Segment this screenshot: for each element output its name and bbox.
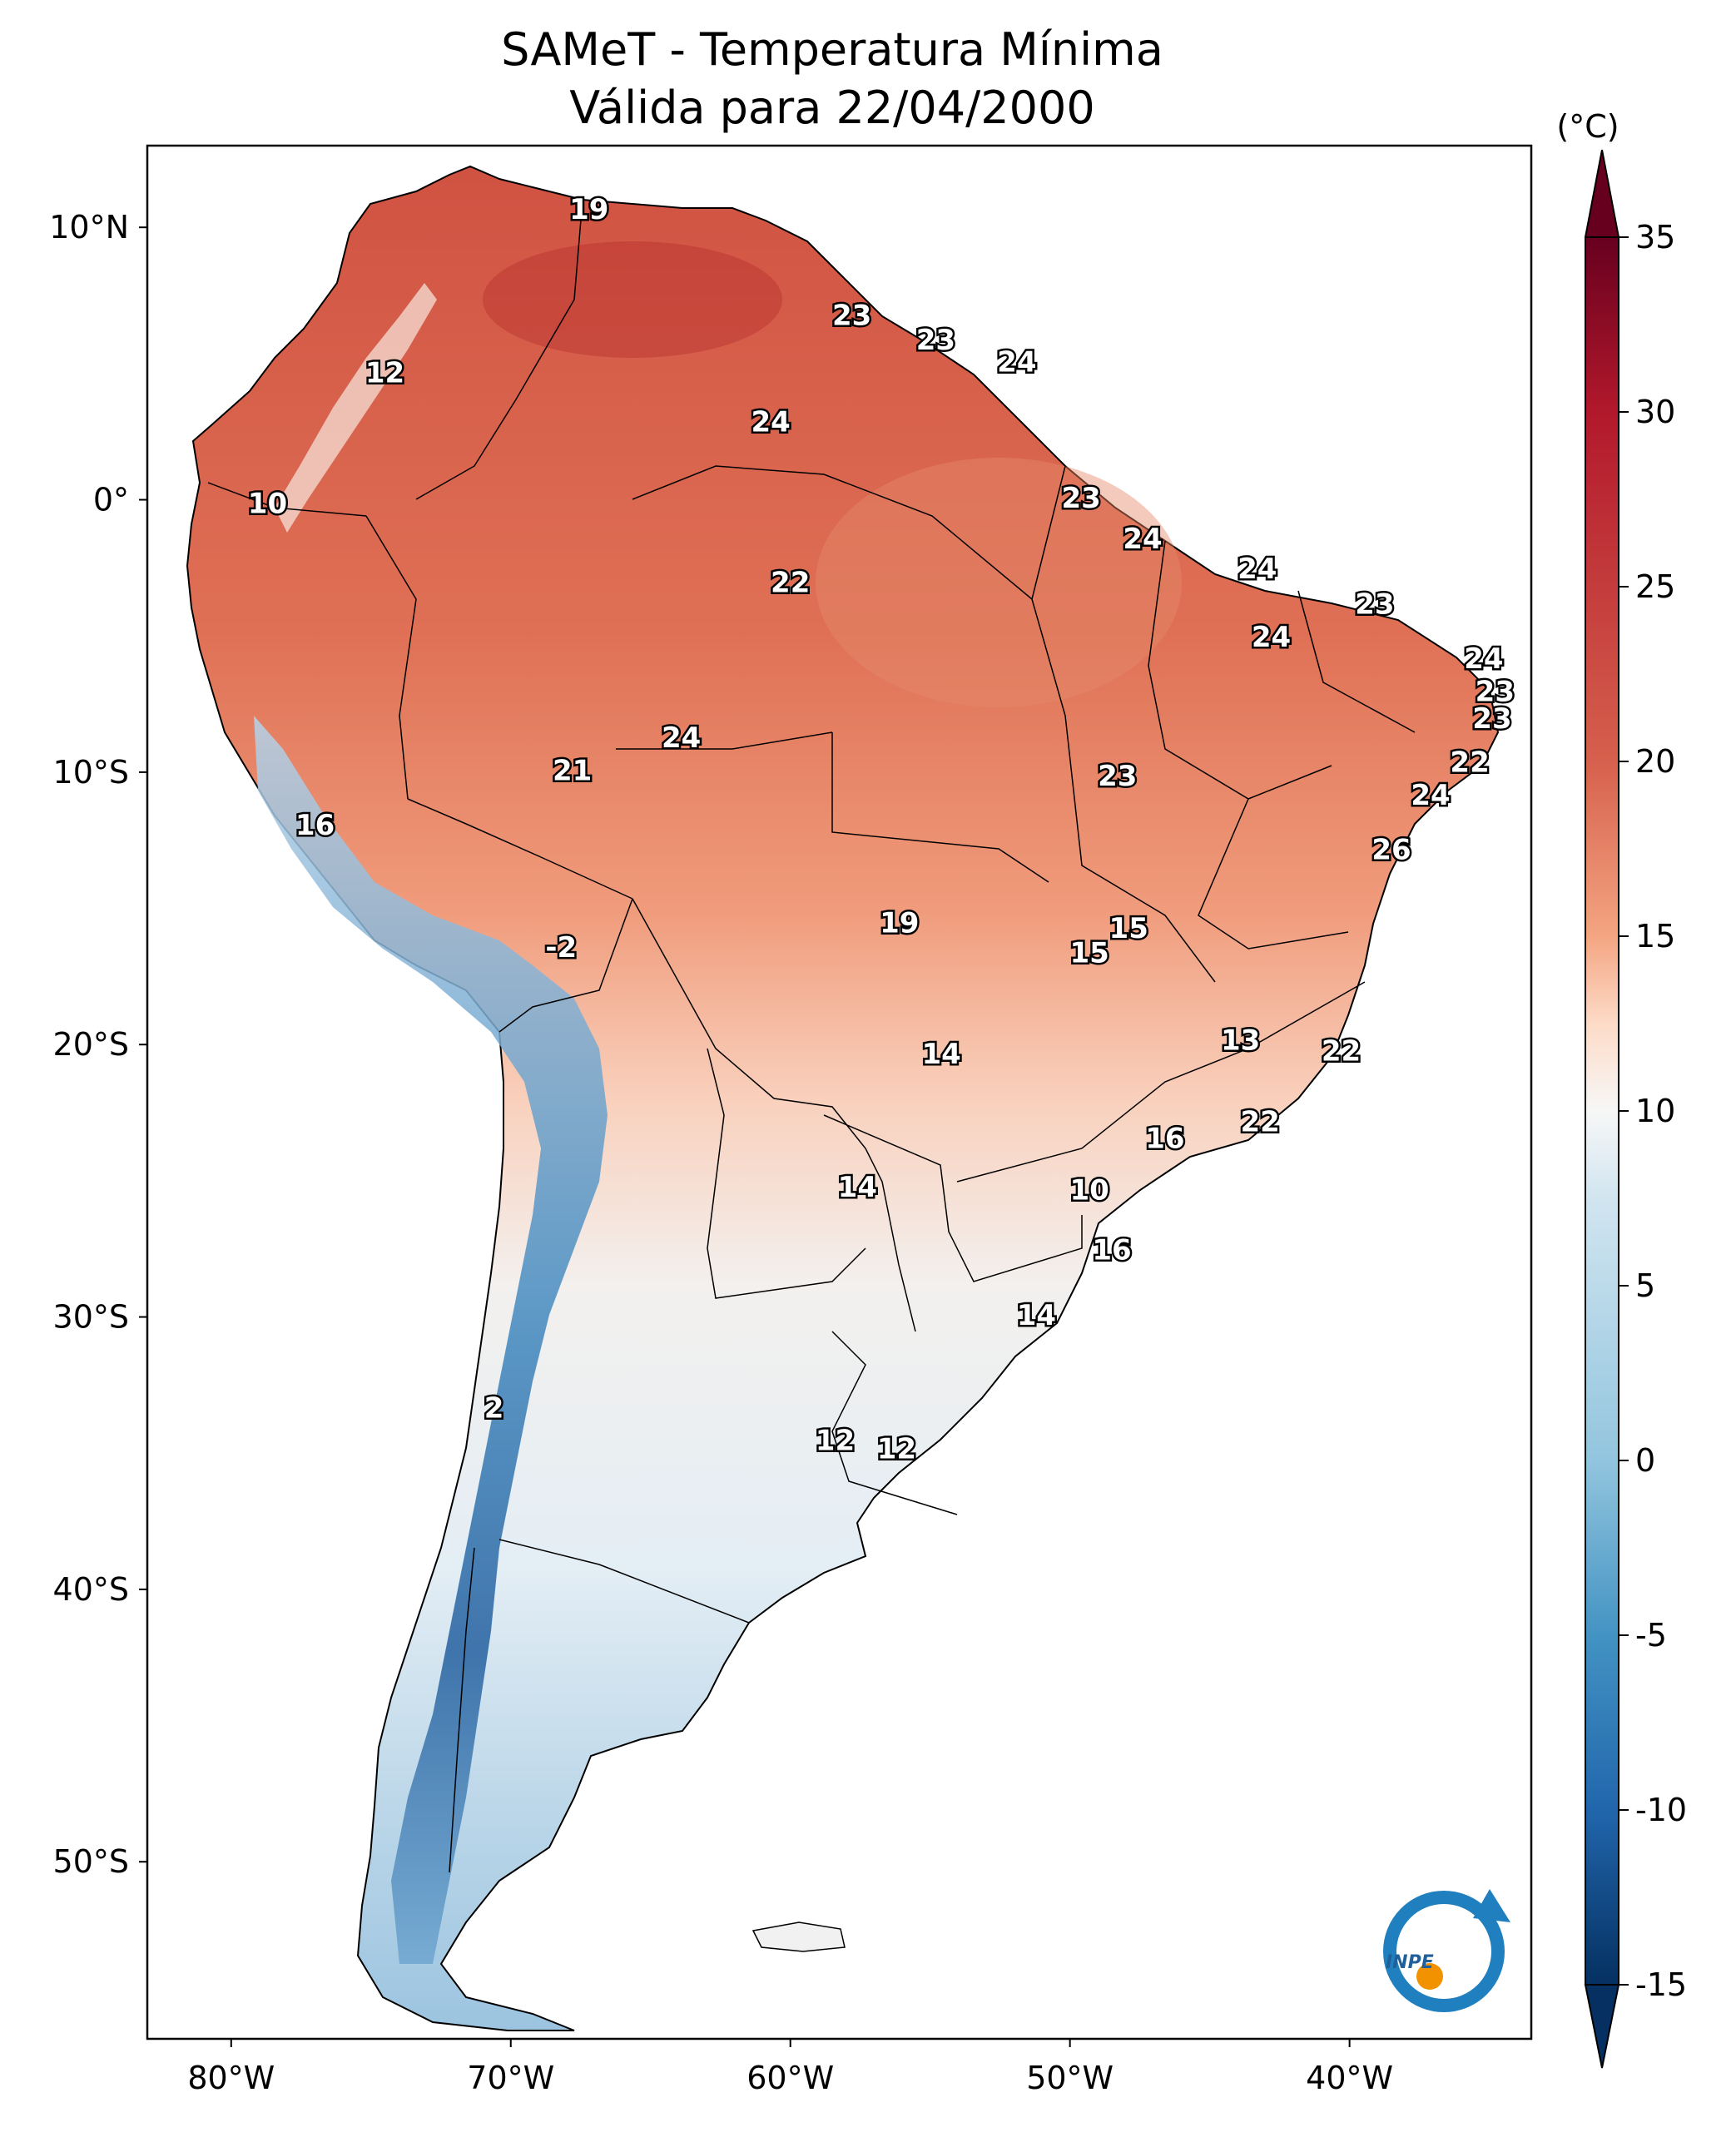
colorbar-tick-label: -15 (1635, 1966, 1687, 2003)
station-value-label: 12 (365, 356, 404, 389)
colorbar-tick-label: 30 (1635, 394, 1675, 430)
logo-orange-dot (1416, 1963, 1443, 1990)
station-value-label: 23 (1472, 702, 1511, 736)
station-value-label: 14 (1017, 1299, 1056, 1332)
latitude-tick-label: 10°S (53, 754, 129, 791)
station-value-label: 24 (1252, 621, 1291, 654)
colorbar-tick-label: 0 (1635, 1442, 1655, 1479)
station-value-label: 22 (771, 567, 810, 600)
station-value-label: 13 (1221, 1024, 1260, 1057)
station-value-label: 12 (877, 1432, 916, 1465)
logo-text: INPE (1386, 1952, 1434, 1973)
station-value-label: 12 (816, 1425, 855, 1458)
title-line-1: SAMeT - Temperatura Mínima (501, 23, 1163, 76)
latitude-tick-label: 20°S (53, 1026, 129, 1063)
inpe-logo: INPE (1383, 1889, 1510, 2012)
longitude-tick-label: 60°W (746, 2060, 834, 2096)
station-value-label: 16 (1092, 1233, 1131, 1267)
station-value-label: 24 (1123, 523, 1162, 556)
station-value-label: 2 (484, 1391, 504, 1425)
station-value-label: 24 (662, 721, 701, 755)
station-value-label: 16 (1145, 1122, 1184, 1155)
station-value-label: 23 (1476, 675, 1515, 708)
station-value-label: 24 (997, 345, 1036, 379)
latitude-tick-label: 40°S (53, 1571, 129, 1608)
station-value-label: 22 (1450, 746, 1489, 780)
colorbar-tick-label: 35 (1635, 219, 1675, 255)
colorbar-body (1585, 236, 1619, 1986)
station-value-label: 26 (1371, 833, 1411, 866)
longitude-tick-label: 50°W (1026, 2060, 1114, 2096)
colorbar-tick-label: 15 (1635, 918, 1675, 955)
station-value-label: 14 (838, 1171, 877, 1204)
station-value-label: 16 (295, 809, 335, 842)
logo-arrow-icon (1473, 1889, 1510, 1922)
longitude-tick-label: 40°W (1306, 2060, 1393, 2096)
longitude-tick-label: 80°W (187, 2060, 275, 2096)
station-value-label: 14 (921, 1038, 960, 1071)
andes-cold-band (254, 716, 608, 1964)
colorbar-tick-label: 10 (1635, 1093, 1675, 1129)
colorbar-tick-label: 20 (1635, 743, 1675, 780)
station-value-label: 23 (832, 300, 871, 333)
latitude-tick-label: 50°S (53, 1843, 129, 1880)
colorbar-tick-label: -5 (1635, 1617, 1667, 1654)
colorbar-unit: (°C) (1556, 108, 1619, 145)
longitude-tick-label: 70°W (467, 2060, 554, 2096)
colorbar-ticks: 35 30 25 20 15 10 5 0 -5 -10 -15 (1619, 219, 1687, 2003)
map-frame (146, 144, 1533, 2040)
station-value-label: 21 (553, 754, 592, 787)
colorbar-bottom-extend (1584, 1984, 1620, 2069)
station-value-label: 19 (569, 193, 608, 226)
latitude-axis: 10°N 0° 10°S 20°S 30°S 40°S 50°S (49, 209, 147, 1880)
station-value-label: 24 (751, 405, 791, 439)
northern-andes-cool-strip (275, 283, 437, 533)
colorbar: (°C) 35 30 25 20 15 10 5 0 -5 -10 -15 (1556, 108, 1687, 2069)
longitude-axis: 80°W 70°W 60°W 50°W 40°W (187, 2039, 1393, 2096)
station-value-label: 10 (1070, 1173, 1109, 1207)
station-value-label: 24 (1238, 553, 1277, 586)
country-borders (207, 199, 1416, 1873)
station-value-label: 15 (1109, 912, 1148, 945)
title-line-2: Válida para 22/04/2000 (569, 82, 1094, 134)
colorbar-tick-label: -10 (1635, 1792, 1687, 1828)
station-value-label: 10 (248, 488, 287, 521)
station-value-label: -2 (545, 931, 577, 964)
station-value-label: 23 (1061, 482, 1100, 515)
station-value-label: 22 (1322, 1035, 1361, 1069)
latitude-tick-label: 10°N (49, 209, 129, 245)
latitude-tick-label: 30°S (53, 1299, 129, 1336)
station-value-label: 23 (916, 324, 955, 357)
colorbar-tick-label: 25 (1635, 568, 1675, 605)
station-value-label: 19 (880, 907, 919, 940)
station-value-label: 23 (1098, 760, 1137, 793)
station-value-label: 24 (1464, 642, 1503, 676)
colorbar-tick-label: 5 (1635, 1267, 1655, 1304)
station-value-label: 15 (1070, 937, 1109, 970)
latitude-tick-label: 0° (93, 482, 129, 518)
logo-blue-ring (1383, 1891, 1505, 2012)
south-america-landmass (186, 165, 1500, 2031)
falkland-islands (751, 1921, 846, 1952)
colorbar-top-extend (1584, 149, 1620, 238)
station-value-label: 23 (1355, 588, 1394, 622)
station-value-label: 24 (1411, 779, 1450, 812)
station-value-label: 22 (1240, 1106, 1279, 1139)
